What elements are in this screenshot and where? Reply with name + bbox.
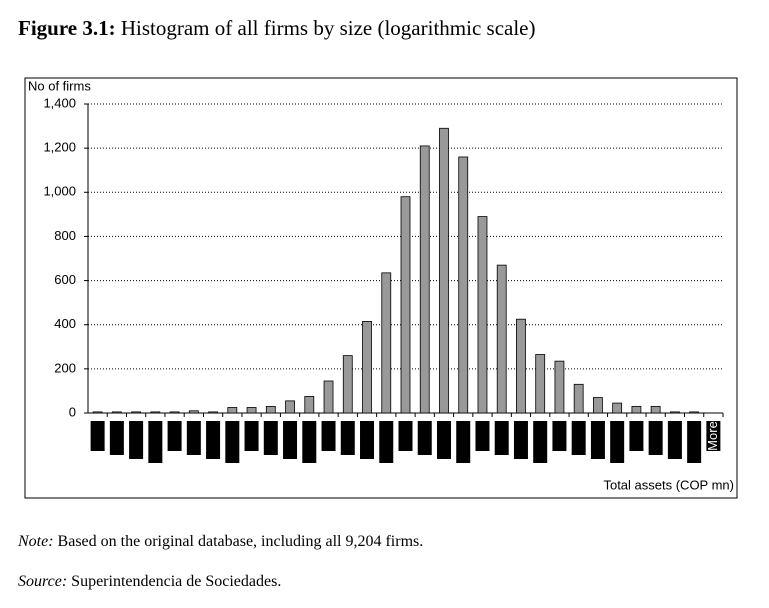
bar [323,380,334,414]
bar [477,216,488,414]
bar [593,397,603,414]
source-label: Source: [18,573,68,590]
bar [342,355,353,414]
bar [188,410,199,414]
x-tick-label: More [705,421,720,451]
bar [573,383,584,414]
source: Source: Superintendencia de Sociedades. [18,573,281,591]
y-tick-label: 200 [54,360,76,375]
x-tick-label-box [90,421,105,451]
x-tick-label-box [206,421,221,459]
bar [150,411,161,414]
bar [516,318,526,414]
x-tick-label-box [629,421,644,451]
x-tick-label-box [283,421,298,459]
chart-title: Histogram of all firms by size (logarith… [120,16,536,40]
note-text: Based on the original database, includin… [57,533,424,550]
x-tick-label-box [398,421,413,451]
y-tick-label: 1,000 [43,184,76,199]
bar [554,360,565,414]
bar [304,396,315,414]
x-tick-label-box [244,421,259,451]
x-tick-label-box [321,421,336,451]
x-tick-label-box [360,421,375,459]
bar [208,411,218,414]
y-tick-label: 0 [69,404,76,419]
y-tick-label: 1,400 [43,95,76,110]
figure-title: Figure 3.1: Histogram of all firms by si… [18,16,536,41]
bar [419,145,430,414]
bar [227,407,238,414]
x-tick-label-box [225,421,240,463]
x-tick-label-box [129,421,144,459]
x-tick-label-box [456,421,471,463]
bar [689,411,700,414]
bar [246,407,257,414]
bar [612,402,623,414]
x-tick-label-box [494,421,509,455]
x-tick-label-box [263,421,278,455]
x-tick-label-box [552,421,567,451]
x-axis-label: Total assets (COP mn) [603,477,734,492]
bar [381,272,392,414]
bar [496,264,507,414]
x-tick-label-box [186,421,201,455]
x-tick-label-box [340,421,355,455]
chart-frame [24,77,738,499]
bar [285,400,295,414]
x-tick-label-box [667,421,682,459]
x-tick-label-box [379,421,394,463]
note-label: Note: [18,533,54,550]
x-tick-label-box [167,421,182,451]
bar [92,411,103,414]
x-tick-label-box [687,421,702,463]
x-tick-label-box [648,421,663,455]
bar [169,411,180,414]
x-tick-label-box [533,421,548,463]
figure-label: Figure 3.1: [18,16,116,40]
y-tick-label: 800 [54,228,76,243]
x-tick-label-box [417,421,432,455]
bar [458,156,469,414]
note: Note: Based on the original database, in… [18,533,423,551]
x-tick-label-box [513,421,528,459]
x-tick-label-box [571,421,586,455]
x-tick-label-box [436,421,451,459]
bar [131,411,142,414]
x-tick-label-box [590,421,605,459]
bar [400,196,411,414]
bar [111,411,122,414]
y-axis-label: No of firms [28,78,91,93]
x-tick-label-box [302,421,317,463]
bar [631,405,642,414]
bar [650,405,661,414]
x-tick-label-box [475,421,490,451]
bar [439,127,449,414]
x-tick-label-box [109,421,124,455]
bar [362,321,372,414]
bar [535,354,546,414]
x-tick-label-box [706,421,721,451]
y-tick-label: 400 [54,316,76,331]
x-tick-label-box [610,421,625,463]
x-tick-label-box [148,421,163,463]
source-text: Superintendencia de Sociedades. [71,573,282,590]
bar [265,405,276,414]
y-tick-label: 600 [54,272,76,287]
bar [669,411,680,414]
y-tick-label: 1,200 [43,140,76,155]
